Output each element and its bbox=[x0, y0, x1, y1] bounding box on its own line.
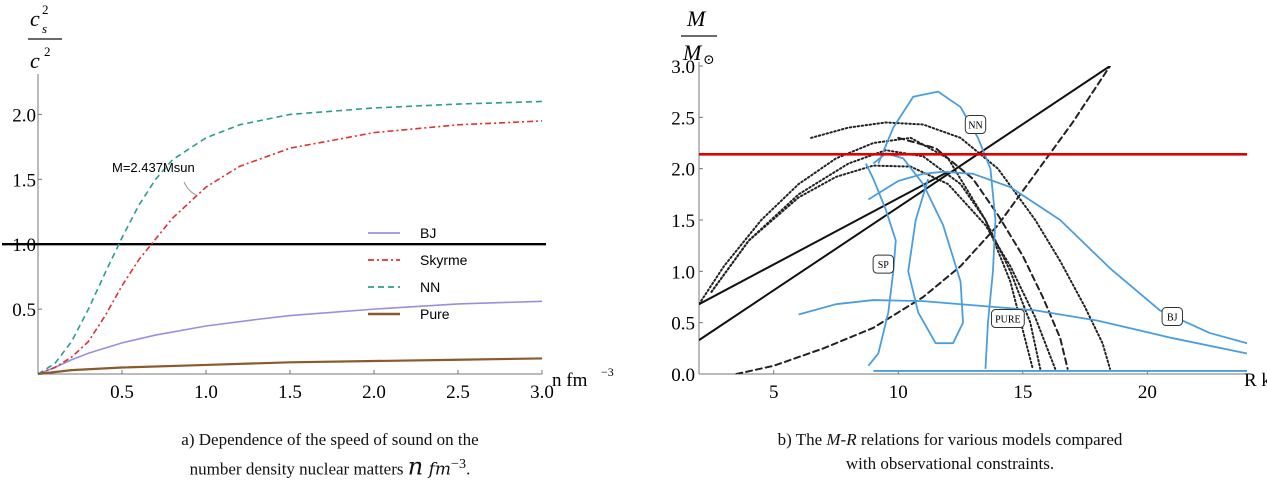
curve-labels: NN SP PURE BJ bbox=[872, 115, 1183, 329]
x-tick-label: 1.0 bbox=[194, 382, 218, 403]
y-label-numerator: c bbox=[30, 6, 40, 31]
curve-label-nn: NN bbox=[968, 121, 982, 132]
caption-a-text: number density nuclear matters bbox=[189, 459, 408, 479]
axes bbox=[37, 74, 543, 375]
caption-b-line2: with observational constraints. bbox=[845, 454, 1055, 473]
model-curve-sp-branch bbox=[865, 163, 897, 367]
y-tick-label: 0.5 bbox=[12, 300, 36, 321]
series-lines bbox=[37, 100, 543, 376]
legend: BJ Skyrme NN Pure bbox=[368, 225, 468, 322]
y-tick-label: 3.0 bbox=[671, 57, 695, 78]
x-tick-label: 1.5 bbox=[278, 382, 302, 403]
black-line-1 bbox=[699, 170, 949, 306]
x-tick-label: 2.0 bbox=[362, 382, 386, 403]
axes bbox=[698, 62, 1247, 375]
y-tick-label: 0.5 bbox=[671, 314, 695, 335]
black-line-0 bbox=[699, 66, 1111, 341]
caption-a-n: n bbox=[407, 452, 424, 481]
x-label: R km bbox=[1244, 370, 1267, 391]
x-tick-label: 10 bbox=[889, 382, 908, 403]
caption-a-end: . bbox=[466, 459, 471, 479]
x-label-main: n fm bbox=[552, 370, 588, 391]
constraint-curve-0 bbox=[699, 136, 1034, 370]
caption-b-pre: b) The bbox=[777, 430, 827, 449]
y-axis-label: M M ⊙ bbox=[681, 6, 717, 68]
curve-label-box-bj bbox=[1161, 307, 1183, 327]
curve-label-box-sp bbox=[872, 254, 895, 274]
y-label-denominator: c bbox=[30, 48, 40, 73]
constraint-curve-4 bbox=[735, 66, 1111, 374]
model-curve-nn bbox=[877, 90, 997, 369]
x-axis-label: n fm −3 bbox=[552, 365, 614, 391]
legend-label-nn: NN bbox=[420, 279, 440, 295]
y-label-denominator: M bbox=[682, 40, 703, 65]
y-tick-label: 1.5 bbox=[12, 170, 36, 191]
y-tick-label: 1.0 bbox=[12, 235, 36, 256]
caption-a: a) Dependence of the speed of sound on t… bbox=[70, 428, 590, 482]
curves bbox=[699, 66, 1248, 374]
model-curve-pure bbox=[798, 299, 1248, 355]
tick-labels: 5 10 15 20 0.0 0.5 1.0 1.5 2.0 2.5 3.0 bbox=[671, 57, 1157, 403]
caption-b: b) The M-R relations for various models … bbox=[690, 428, 1210, 476]
x-tick-label: 5 bbox=[769, 382, 779, 403]
x-tick-label: 15 bbox=[1013, 382, 1032, 403]
y-axis-label: c 2 s c 2 bbox=[28, 2, 62, 73]
x-label-exponent: −3 bbox=[601, 365, 614, 379]
y-label-numerator-sup: 2 bbox=[42, 2, 49, 17]
caption-a-line1: a) Dependence of the speed of sound on t… bbox=[181, 430, 479, 449]
y-label-numerator-sub: s bbox=[42, 21, 47, 36]
x-tick-label: 2.5 bbox=[446, 382, 470, 403]
caption-b-mr: M-R bbox=[826, 430, 857, 449]
caption-a-unit: fm bbox=[423, 459, 452, 480]
constraint-curve-1 bbox=[710, 149, 1042, 370]
legend-label-skyrme: Skyrme bbox=[420, 252, 468, 268]
caption-a-exp: −3 bbox=[451, 456, 467, 472]
constraint-curve-3 bbox=[810, 121, 1111, 370]
curve-label-pure: PURE bbox=[995, 315, 1021, 326]
speed-of-sound-chart: c 2 s c 2 0.5 1.0 1.5 2.0 2.5 3.0 0.5 1.0 1.5 2.0… bbox=[2, 2, 614, 403]
series-skyrme bbox=[37, 120, 543, 375]
caption-a-line2: number density nuclear matters n fm−3. bbox=[70, 452, 590, 482]
annotation-text: M=2.437Msun bbox=[112, 160, 195, 175]
y-tick-label: 1.0 bbox=[671, 262, 695, 283]
tick-labels: 0.5 1.0 1.5 2.0 2.5 3.0 0.5 1.0 1.5 2.0 bbox=[12, 105, 554, 403]
curve-label-sp: SP bbox=[878, 260, 890, 271]
mass-radius-chart: M M ⊙ 5 10 15 20 0.0 0.5 1.0 1.5 2.0 2.5 3.0 NN SP P… bbox=[671, 6, 1267, 403]
y-tick-label: 2.0 bbox=[671, 160, 695, 181]
series-pure bbox=[37, 357, 543, 376]
x-tick-label: 20 bbox=[1138, 382, 1157, 403]
y-label-denominator-sup: 2 bbox=[44, 44, 51, 59]
x-tick-label: 0.5 bbox=[110, 382, 134, 403]
y-tick-label: 2.5 bbox=[671, 108, 695, 129]
model-curve-sp bbox=[872, 152, 964, 345]
y-tick-label: 0.0 bbox=[671, 365, 695, 386]
legend-label-bj: BJ bbox=[420, 225, 436, 241]
caption-b-line1: b) The M-R relations for various models … bbox=[690, 428, 1210, 452]
legend-label-pure: Pure bbox=[420, 306, 450, 322]
y-label-sun-symbol: ⊙ bbox=[703, 53, 715, 68]
curve-label-box-pure bbox=[990, 309, 1025, 329]
x-tick-label: 3.0 bbox=[530, 382, 554, 403]
curve-label-bj: BJ bbox=[1167, 313, 1178, 324]
curve-label-box-nn bbox=[964, 115, 987, 135]
y-label-numerator: M bbox=[686, 6, 707, 31]
caption-b-post: relations for various models compared bbox=[856, 430, 1123, 449]
series-bj bbox=[37, 300, 543, 375]
y-tick-label: 2.0 bbox=[12, 105, 36, 126]
series-nn bbox=[37, 100, 543, 375]
annotation-pointer bbox=[183, 181, 197, 196]
annotation: M=2.437Msun bbox=[112, 160, 197, 196]
y-tick-label: 1.5 bbox=[671, 211, 695, 232]
